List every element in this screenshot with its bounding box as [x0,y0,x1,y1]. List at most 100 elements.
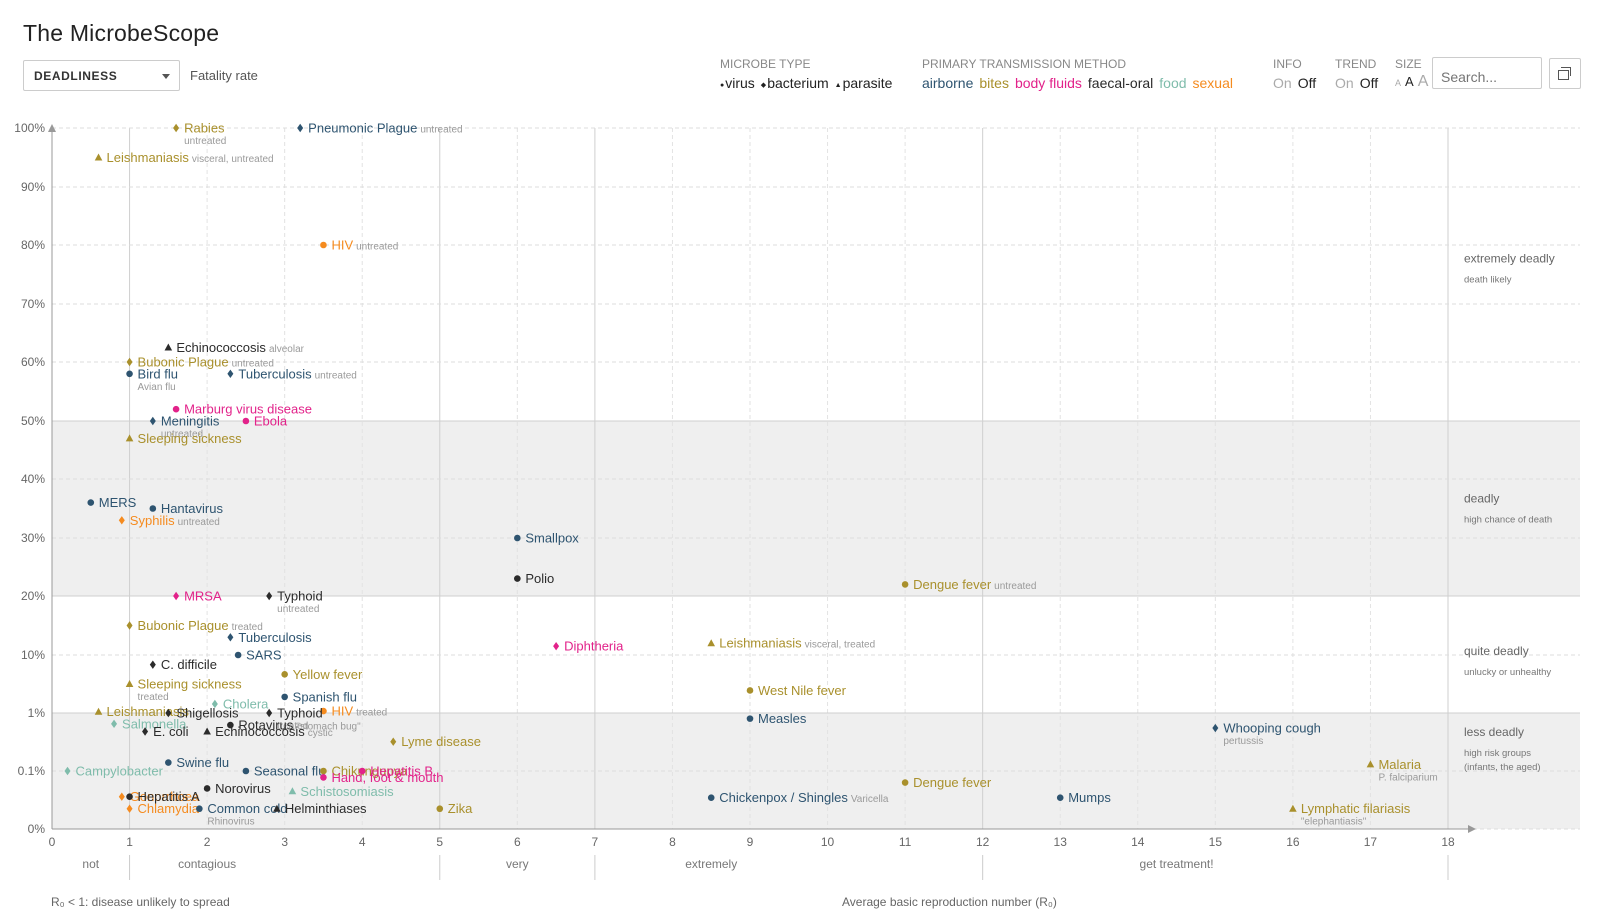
point-swine-flu[interactable] [165,759,172,766]
size-medium[interactable]: A [1405,74,1414,89]
point-hepatitis-b[interactable] [358,767,366,775]
y-tick-label: 100% [14,121,45,135]
point-name: Syphilis [130,513,175,528]
transmission-sexual[interactable]: sexual [1192,75,1233,91]
point-syphilis[interactable] [118,516,125,525]
point-echinococcosis[interactable] [164,343,173,351]
transmission-faecal-oral[interactable]: faecal-oral [1087,75,1154,91]
microbe-type-virus[interactable]: ●virus [720,75,755,91]
y-axis-arrow-icon [48,124,56,132]
point-chickenpox-shingles[interactable] [707,794,715,802]
point-hepatitis-a[interactable] [126,793,133,800]
point-note: cystic [308,728,333,739]
point-schistosomiasis[interactable] [288,787,297,795]
point-polio[interactable] [514,575,521,582]
point-label: Marburg virus disease [184,402,312,417]
zone-sublabel: high chance of death [1464,515,1552,526]
point-sars[interactable] [234,651,242,659]
point-hiv[interactable] [320,707,327,715]
point-typhoid[interactable] [266,591,273,601]
point-hiv[interactable] [320,241,327,249]
point-chikungunya[interactable] [320,767,327,775]
point-measles[interactable] [746,715,754,722]
point-label: Yellow fever [293,667,363,682]
transmission-options: airborne bites body fluids faecal-oral food s… [922,75,1239,91]
point-whooping-cough[interactable] [1212,723,1219,733]
point-diphtheria[interactable] [553,641,560,651]
point-name: Hantavirus [161,501,224,516]
y-tick-label: 60% [21,355,45,369]
point-bubonic-plague[interactable] [126,357,133,367]
point-name: Campylobacter [76,764,164,779]
copy-button[interactable] [1549,58,1581,89]
x-tick-label: 10 [821,835,835,849]
point-helminthiases[interactable] [273,804,281,812]
point-yellow-fever[interactable] [281,671,288,678]
point-typhoid[interactable] [266,708,273,718]
info-off[interactable]: Off [1297,75,1317,91]
point-mers[interactable] [87,499,95,506]
point-note: "stomach bug" [296,722,361,733]
point-campylobacter[interactable] [64,766,71,776]
point-tuberculosis[interactable] [227,369,234,378]
point-zika[interactable] [436,805,444,813]
point-pneumonic-plague[interactable] [297,123,304,133]
zone-sublabel: death likely [1464,275,1512,286]
point-hantavirus[interactable] [149,505,157,512]
point-gonorrhoea[interactable] [118,792,125,801]
transmission-airborne[interactable]: airborne [922,75,974,91]
point-dengue-fever[interactable] [901,779,909,786]
point-marburg-virus-disease[interactable] [172,405,180,413]
point-dengue-fever[interactable] [901,581,909,588]
transmission-body-fluids[interactable]: body fluids [1014,75,1082,91]
info-on[interactable]: On [1273,75,1292,91]
metric-dropdown[interactable]: DEADLINESS [23,60,180,91]
point-name: Sleeping sickness [138,431,243,446]
point-smallpox[interactable] [514,534,521,542]
point-seasonal-flu[interactable] [242,767,250,775]
point-ebola[interactable] [242,417,250,425]
microbe-type-parasite[interactable]: ▲parasite [834,75,893,91]
point-spanish-flu[interactable] [281,693,288,701]
point-sleeping-sickness[interactable] [125,680,134,687]
trend-off[interactable]: Off [1359,75,1379,91]
size-large[interactable]: A [1417,73,1429,90]
point-e-coli[interactable] [142,727,149,736]
point-rabies[interactable] [173,123,180,133]
point-salmonella[interactable] [111,719,118,729]
point-mrsa[interactable] [173,591,180,601]
x-tick-label: 9 [747,835,754,849]
point-leishmaniasis[interactable] [94,153,103,161]
point-norovirus[interactable] [203,785,211,792]
point-leishmaniasis[interactable] [707,639,716,647]
point-shigellosis[interactable] [165,708,172,718]
transmission-food[interactable]: food [1159,75,1187,91]
point-chlamydia[interactable] [126,804,133,813]
point-bird-flu[interactable] [126,370,133,378]
point-sleeping-sickness[interactable] [125,434,134,442]
y-tick-label: 10% [21,648,45,662]
point-echinococcosis[interactable] [203,727,211,735]
point-hand-foot-mouth[interactable] [320,774,327,781]
point-cholera[interactable] [211,699,218,709]
point-rotavirus[interactable] [227,721,234,729]
point-c-difficile[interactable] [149,660,156,669]
search-input[interactable] [1432,57,1542,89]
point-tuberculosis[interactable] [227,633,234,642]
point-common-cold[interactable] [196,805,203,813]
point-malaria[interactable] [1366,760,1375,768]
point-label: Gonorrhoea [130,789,200,804]
point-lymphatic-filariasis[interactable] [1289,804,1297,812]
point-leishmaniasis[interactable] [94,707,103,715]
point-lyme-disease[interactable] [390,737,397,746]
microbe-type-bacterium[interactable]: ◆bacterium [760,75,829,91]
trend-on[interactable]: On [1335,75,1354,91]
point-bubonic-plague[interactable] [126,621,133,630]
size-small[interactable]: A [1395,78,1402,88]
point-label: Leishmaniasis visceral, treated [719,636,875,651]
transmission-bites[interactable]: bites [979,75,1009,91]
point-label: Tuberculosis untreated [238,366,356,381]
point-west-nile-fever[interactable] [746,687,754,694]
point-meningitis[interactable] [149,416,156,426]
point-mumps[interactable] [1056,794,1064,802]
